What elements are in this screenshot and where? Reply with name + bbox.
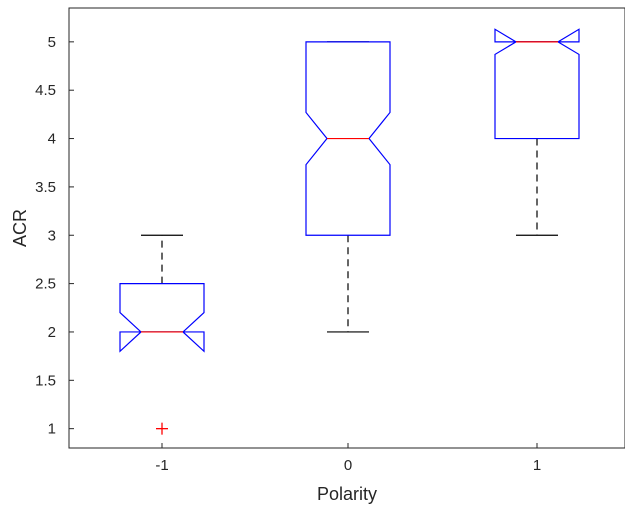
x-tick-label: -1 — [155, 457, 168, 474]
y-tick-label: 3.5 — [35, 179, 56, 196]
box-group — [119, 234, 205, 435]
y-tick-label: 1 — [48, 421, 56, 438]
box-group — [494, 28, 580, 236]
axes-frame — [68, 7, 625, 449]
box-group — [305, 41, 391, 333]
y-tick-label: 2 — [48, 324, 56, 341]
y-ticks: 1 1.5 2 2.5 3 3.5 4 4.5 5 — [35, 34, 74, 438]
y-tick-label: 5 — [48, 34, 56, 51]
notched-box — [305, 41, 391, 236]
x-tick-label: 1 — [533, 457, 541, 474]
axes — [68, 7, 625, 449]
plot-marks — [119, 28, 580, 435]
y-tick-label: 3 — [48, 227, 56, 244]
y-tick-label: 4 — [48, 131, 56, 148]
y-axis-title: ACR — [10, 209, 30, 247]
x-ticks: -1 0 1 — [155, 443, 541, 474]
y-tick-label: 1.5 — [35, 372, 56, 389]
x-axis-title: Polarity — [317, 484, 377, 504]
notched-box — [119, 283, 205, 353]
notched-box — [494, 28, 580, 140]
y-tick-label: 2.5 — [35, 276, 56, 293]
y-tick-label: 4.5 — [35, 82, 56, 99]
x-tick-label: 0 — [344, 457, 352, 474]
